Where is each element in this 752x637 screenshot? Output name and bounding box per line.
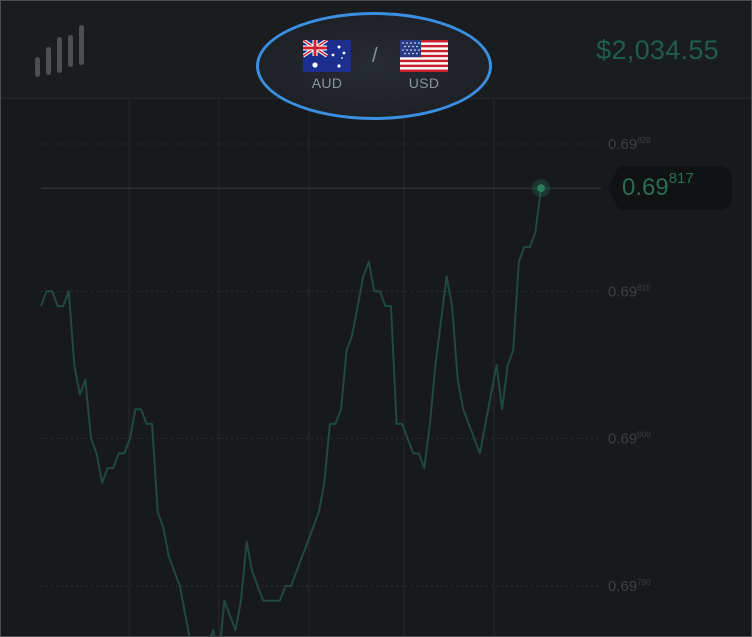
current-price-dot [537,184,545,193]
base-currency-code: AUD [311,75,343,91]
australia-flag-icon [303,40,351,72]
account-balance[interactable]: $2,034.55 [596,35,719,65]
price-series-line [40,188,542,636]
chart-grid [128,99,495,636]
price-tag-shape [608,166,732,210]
pair-separator: / [372,45,378,67]
signal-bars-icon[interactable] [33,23,87,79]
y-tick-label: 0.69800 [608,431,651,448]
quote-currency-code: USD [408,75,440,91]
top-bar: AUD / [1,1,751,120]
y-axis-ticks: 0.69820 0.69810 0.69800 0.69790 [41,136,651,595]
y-tick-label: 0.69820 [608,136,651,153]
y-tick-label: 0.69810 [608,283,651,300]
usa-flag-icon [400,40,448,72]
current-price-value: 0.69817 [622,170,694,201]
currency-pair-selector[interactable]: AUD / [256,12,492,120]
price-chart[interactable]: 0.69820 0.69810 0.69800 0.69790 [1,99,751,636]
y-tick-label: 0.69790 [608,578,651,595]
quote-currency[interactable]: USD [394,40,454,91]
current-price-tag: 0.69817 [608,166,732,210]
base-currency[interactable]: AUD [297,40,357,91]
